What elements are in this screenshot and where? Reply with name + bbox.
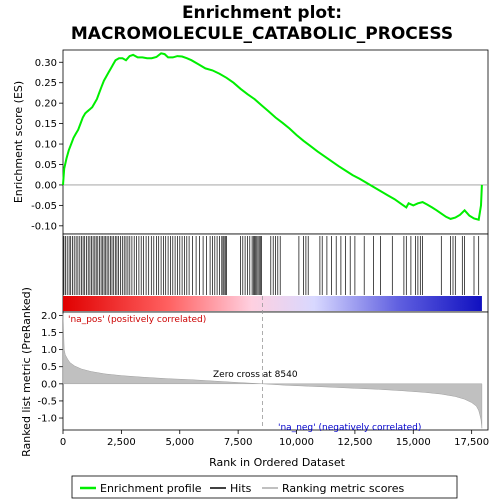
neg-correlated-label: 'na_neg' (negatively correlated) — [278, 423, 421, 433]
rank-color-ramp — [63, 296, 482, 311]
metric-ytick-label: 1.5 — [41, 328, 57, 339]
legend-label-ranking: Ranking metric scores — [282, 482, 404, 495]
es-panel: -0.10 -0.05 0.00 0.05 0.10 0.15 0.20 0.25 0.30 E… — [12, 49, 489, 235]
legend-label-hits: Hits — [230, 482, 252, 495]
ranking-metric-area — [62, 313, 483, 429]
legend: Enrichment profile Hits Ranking metric s… — [71, 475, 458, 499]
es-ytick-label: 0.30 — [35, 58, 57, 69]
metric-ytick-label: 0.5 — [41, 362, 57, 373]
metric-panel-frame — [62, 311, 489, 431]
x-tick-label: 2,500 — [107, 437, 136, 448]
metric-ytick-label: 0.0 — [41, 379, 57, 390]
es-ytick-label: 0.05 — [35, 160, 57, 171]
zero-cross-label: Zero cross at 8540 — [213, 370, 298, 380]
metric-ytick-label: 2.0 — [41, 311, 57, 322]
metric-ytick-label: -0.5 — [37, 396, 57, 407]
chart-title-line1: Enrichment plot: — [182, 3, 342, 23]
es-ylabel: Enrichment score (ES) — [12, 81, 25, 203]
x-tick-label: 17,500 — [454, 437, 489, 448]
x-tick-label: 5,000 — [165, 437, 194, 448]
metric-panel: -1.0 -0.5 0.0 0.5 1.0 1.5 2.0 'na_pos' (positi… — [20, 287, 489, 457]
x-tick-label: 12,500 — [337, 437, 372, 448]
es-ytick-label: 0.10 — [35, 140, 57, 151]
metric-ylabel: Ranked list metric (PreRanked) — [20, 287, 33, 457]
es-ytick-label: -0.05 — [31, 201, 57, 212]
x-axis: 0 2,500 5,000 7,500 10,000 12,500 15,000 17,500 — [60, 430, 489, 448]
metric-ytick-label: -1.0 — [37, 414, 57, 425]
x-tick-label: 7,500 — [224, 437, 253, 448]
hits-panel — [62, 233, 489, 313]
es-ytick-label: 0.25 — [35, 78, 57, 89]
x-tick-label: 15,000 — [396, 437, 431, 448]
pos-correlated-label: 'na_pos' (positively correlated) — [68, 315, 206, 325]
es-panel-frame — [62, 49, 489, 235]
metric-ytick-label: 1.0 — [41, 345, 57, 356]
x-axis-label: Rank in Ordered Dataset — [209, 456, 346, 469]
x-tick-label: 0 — [60, 437, 66, 448]
chart-title-line2: MACROMOLECULE_CATABOLIC_PROCESS — [71, 24, 453, 44]
legend-label-enrichment: Enrichment profile — [100, 482, 202, 495]
es-ytick-label: 0.20 — [35, 99, 57, 110]
es-ytick-label: -0.10 — [31, 221, 57, 232]
x-tick-label: 10,000 — [279, 437, 314, 448]
es-ytick-label: 0.00 — [35, 180, 57, 191]
es-ytick-label: 0.15 — [35, 119, 57, 130]
enrichment-profile-line — [62, 52, 483, 221]
